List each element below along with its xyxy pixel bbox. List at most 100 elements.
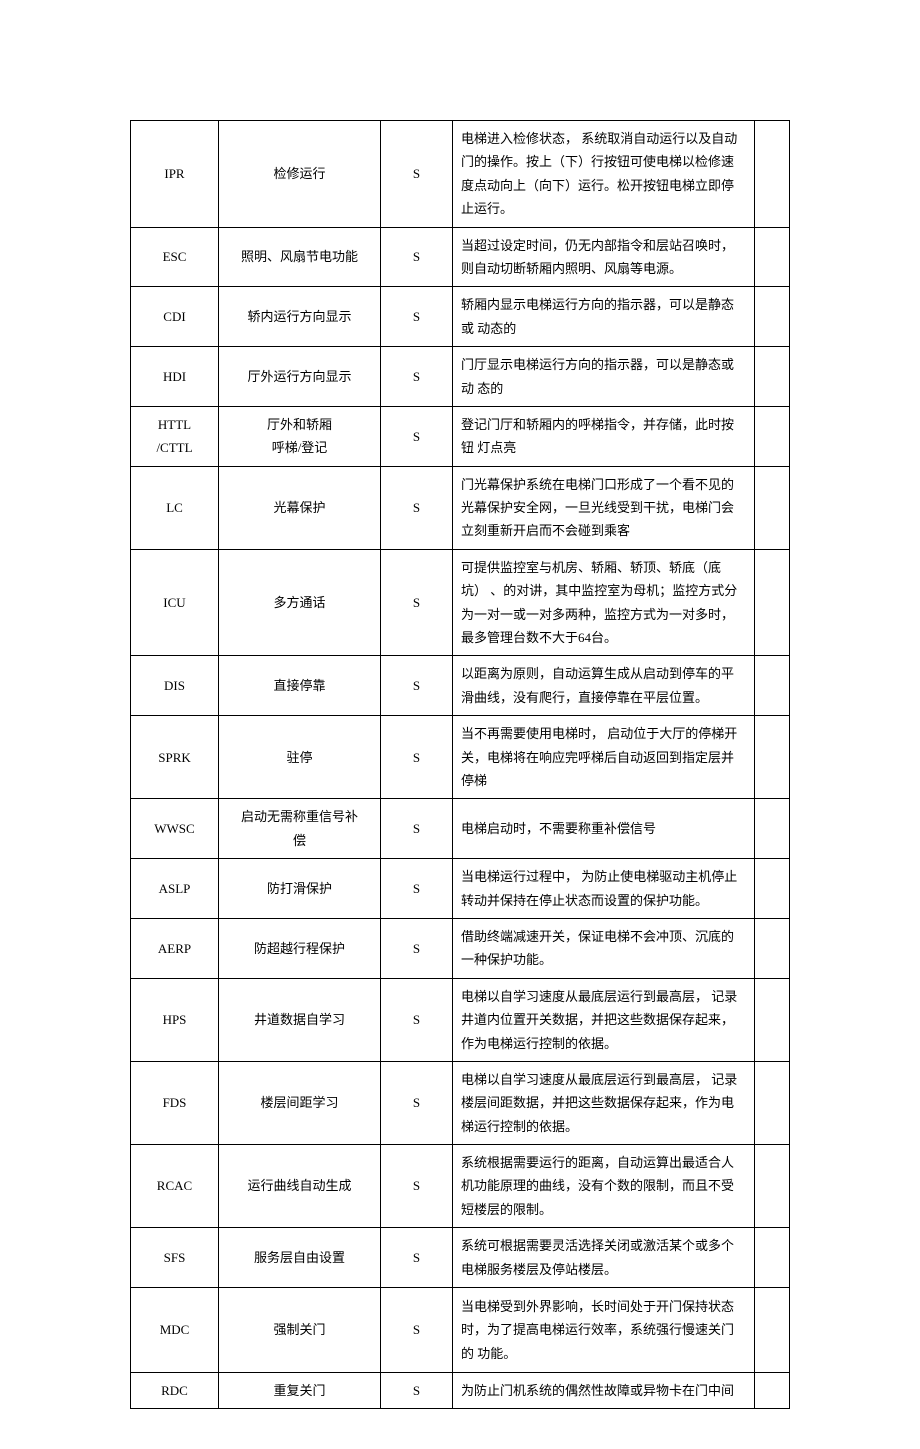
function-description: 电梯进入检修状态， 系统取消自动运行以及自动门的操作。按上（下）行按钮可使电梯以… [453, 121, 755, 228]
function-name: 运行曲线自动生成 [219, 1145, 381, 1228]
function-name: 防超越行程保护 [219, 918, 381, 978]
function-type: S [381, 406, 453, 466]
function-description: 当超过设定时间，仍无内部指令和层站召唤时，则自动切断轿厢内照明、风扇等电源。 [453, 227, 755, 287]
function-type: S [381, 1061, 453, 1144]
function-name: 多方通话 [219, 549, 381, 656]
function-code: LC [131, 466, 219, 549]
function-description: 电梯以自学习速度从最底层运行到最高层， 记录井道内位置开关数据，并把这些数据保存… [453, 978, 755, 1061]
function-type: S [381, 121, 453, 228]
function-code: DIS [131, 656, 219, 716]
function-name: 厅外和轿厢呼梯/登记 [219, 406, 381, 466]
table-row: RDC重复关门S为防止门机系统的偶然性故障或异物卡在门中间 [131, 1373, 790, 1409]
function-type: S [381, 859, 453, 919]
function-name: 楼层间距学习 [219, 1061, 381, 1144]
function-type: S [381, 1373, 453, 1409]
table-row: LC光幕保护S门光幕保护系统在电梯门口形成了一个看不见的光幕保护安全网，一旦光线… [131, 466, 790, 549]
function-name: 轿内运行方向显示 [219, 287, 381, 347]
table-row: ASLP防打滑保护S当电梯运行过程中， 为防止使电梯驱动主机停止转动并保持在停止… [131, 859, 790, 919]
table-row: SFS服务层自由设置S系统可根据需要灵活选择关闭或激活某个或多个电梯服务楼层及停… [131, 1228, 790, 1288]
empty-cell [755, 1061, 790, 1144]
table-row: ICU多方通话S可提供监控室与机房、轿厢、轿顶、轿底（底坑） 、的对讲，其中监控… [131, 549, 790, 656]
function-code: HPS [131, 978, 219, 1061]
table-row: AERP防超越行程保护S借助终端减速开关，保证电梯不会冲顶、沉底的一种保护功能。 [131, 918, 790, 978]
table-row: HTTL/CTTL厅外和轿厢呼梯/登记S登记门厅和轿厢内的呼梯指令，并存储，此时… [131, 406, 790, 466]
function-description: 轿厢内显示电梯运行方向的指示器，可以是静态或 动态的 [453, 287, 755, 347]
function-description: 当电梯受到外界影响，长时间处于开门保持状态时，为了提高电梯运行效率，系统强行慢速… [453, 1288, 755, 1373]
table-row: WWSC启动无需称重信号补偿S电梯启动时，不需要称重补偿信号 [131, 799, 790, 859]
empty-cell [755, 1288, 790, 1373]
table-row: DIS直接停靠S以距离为原则，自动运算生成从启动到停车的平滑曲线，没有爬行，直接… [131, 656, 790, 716]
function-name: 驻停 [219, 716, 381, 799]
table-row: RCAC运行曲线自动生成S系统根据需要运行的距离，自动运算出最适合人机功能原理的… [131, 1145, 790, 1228]
function-name: 启动无需称重信号补偿 [219, 799, 381, 859]
function-type: S [381, 918, 453, 978]
function-description: 当电梯运行过程中， 为防止使电梯驱动主机停止转动并保持在停止状态而设置的保护功能… [453, 859, 755, 919]
empty-cell [755, 406, 790, 466]
empty-cell [755, 347, 790, 407]
function-type: S [381, 466, 453, 549]
function-code: MDC [131, 1288, 219, 1373]
function-type: S [381, 1288, 453, 1373]
elevator-functions-table: IPR检修运行S电梯进入检修状态， 系统取消自动运行以及自动门的操作。按上（下）… [130, 120, 790, 1409]
empty-cell [755, 918, 790, 978]
table-row: MDC强制关门S当电梯受到外界影响，长时间处于开门保持状态时，为了提高电梯运行效… [131, 1288, 790, 1373]
function-description: 电梯启动时，不需要称重补偿信号 [453, 799, 755, 859]
function-type: S [381, 978, 453, 1061]
function-description: 借助终端减速开关，保证电梯不会冲顶、沉底的一种保护功能。 [453, 918, 755, 978]
table-row: ESC照明、风扇节电功能S当超过设定时间，仍无内部指令和层站召唤时，则自动切断轿… [131, 227, 790, 287]
function-code: WWSC [131, 799, 219, 859]
function-code: HDI [131, 347, 219, 407]
empty-cell [755, 1145, 790, 1228]
table-row: SPRK驻停S当不再需要使用电梯时， 启动位于大厅的停梯开关，电梯将在响应完呼梯… [131, 716, 790, 799]
function-description: 可提供监控室与机房、轿厢、轿顶、轿底（底坑） 、的对讲，其中监控室为母机；监控方… [453, 549, 755, 656]
function-name: 重复关门 [219, 1373, 381, 1409]
function-code: CDI [131, 287, 219, 347]
function-description: 系统可根据需要灵活选择关闭或激活某个或多个电梯服务楼层及停站楼层。 [453, 1228, 755, 1288]
function-name: 强制关门 [219, 1288, 381, 1373]
function-code: SFS [131, 1228, 219, 1288]
function-code: RDC [131, 1373, 219, 1409]
function-description: 登记门厅和轿厢内的呼梯指令，并存储，此时按钮 灯点亮 [453, 406, 755, 466]
function-description: 当不再需要使用电梯时， 启动位于大厅的停梯开关，电梯将在响应完呼梯后自动返回到指… [453, 716, 755, 799]
table-row: IPR检修运行S电梯进入检修状态， 系统取消自动运行以及自动门的操作。按上（下）… [131, 121, 790, 228]
empty-cell [755, 716, 790, 799]
function-code: IPR [131, 121, 219, 228]
empty-cell [755, 1228, 790, 1288]
function-code: HTTL/CTTL [131, 406, 219, 466]
empty-cell [755, 1373, 790, 1409]
function-code: ASLP [131, 859, 219, 919]
function-code: FDS [131, 1061, 219, 1144]
function-name: 服务层自由设置 [219, 1228, 381, 1288]
function-description: 门光幕保护系统在电梯门口形成了一个看不见的光幕保护安全网，一旦光线受到干扰，电梯… [453, 466, 755, 549]
table-row: HPS井道数据自学习S电梯以自学习速度从最底层运行到最高层， 记录井道内位置开关… [131, 978, 790, 1061]
function-code: ESC [131, 227, 219, 287]
function-type: S [381, 549, 453, 656]
function-type: S [381, 287, 453, 347]
empty-cell [755, 549, 790, 656]
function-name: 照明、风扇节电功能 [219, 227, 381, 287]
function-type: S [381, 1145, 453, 1228]
function-code: AERP [131, 918, 219, 978]
empty-cell [755, 656, 790, 716]
function-type: S [381, 716, 453, 799]
function-type: S [381, 1228, 453, 1288]
function-name: 直接停靠 [219, 656, 381, 716]
function-type: S [381, 227, 453, 287]
function-name: 光幕保护 [219, 466, 381, 549]
empty-cell [755, 859, 790, 919]
table-row: FDS楼层间距学习S电梯以自学习速度从最底层运行到最高层， 记录楼层间距数据，并… [131, 1061, 790, 1144]
function-description: 系统根据需要运行的距离，自动运算出最适合人机功能原理的曲线，没有个数的限制，而且… [453, 1145, 755, 1228]
empty-cell [755, 978, 790, 1061]
function-code: SPRK [131, 716, 219, 799]
function-name: 厅外运行方向显示 [219, 347, 381, 407]
table-row: HDI厅外运行方向显示S门厅显示电梯运行方向的指示器，可以是静态或动 态的 [131, 347, 790, 407]
function-name: 检修运行 [219, 121, 381, 228]
function-name: 防打滑保护 [219, 859, 381, 919]
function-description: 电梯以自学习速度从最底层运行到最高层， 记录楼层间距数据，并把这些数据保存起来，… [453, 1061, 755, 1144]
table-row: CDI轿内运行方向显示S轿厢内显示电梯运行方向的指示器，可以是静态或 动态的 [131, 287, 790, 347]
function-code: ICU [131, 549, 219, 656]
empty-cell [755, 799, 790, 859]
empty-cell [755, 287, 790, 347]
function-description: 以距离为原则，自动运算生成从启动到停车的平滑曲线，没有爬行，直接停靠在平层位置。 [453, 656, 755, 716]
function-type: S [381, 656, 453, 716]
